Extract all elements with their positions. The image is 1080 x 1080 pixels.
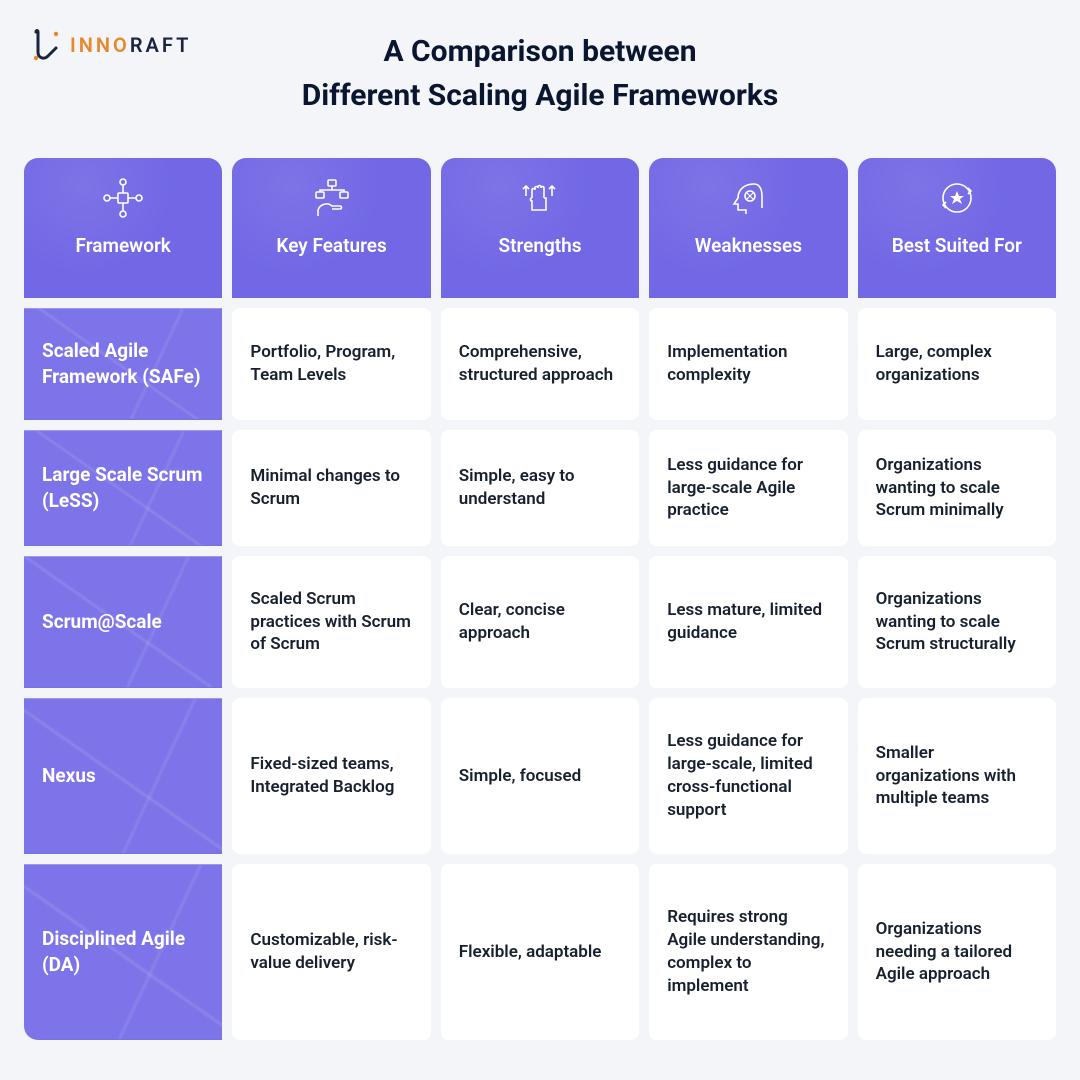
cell-less-strengths: Simple, easy to understand — [441, 430, 639, 546]
column-header-weaknesses: Weaknesses — [649, 158, 847, 298]
column-label: Key Features — [268, 234, 394, 257]
logo-mark-icon — [30, 28, 62, 62]
cell-da-bestfor: Organizations needing a tailored Agile a… — [858, 864, 1056, 1040]
column-header-key-features: Key Features — [232, 158, 430, 298]
cell-sas-bestfor: Organizations wanting to scale Scrum str… — [858, 556, 1056, 688]
cell-sas-features: Scaled Scrum practices with Scrum of Scr… — [232, 556, 430, 688]
column-label: Strengths — [490, 234, 589, 257]
cell-sas-weaknesses: Less mature, limited guidance — [649, 556, 847, 688]
column-header-best-for: Best Suited For — [858, 158, 1056, 298]
row-header-nexus: Nexus — [24, 698, 222, 854]
brand-logo: INNORAFT — [30, 28, 191, 62]
cell-less-bestfor: Organizations wanting to scale Scrum min… — [858, 430, 1056, 546]
cell-safe-bestfor: Large, complex organizations — [858, 308, 1056, 420]
star-cycle-icon — [935, 176, 979, 220]
logo-text: INNORAFT — [70, 33, 191, 57]
row-header-scrumatscale: Scrum@Scale — [24, 556, 222, 688]
row-header-da: Disciplined Agile (DA) — [24, 864, 222, 1040]
column-label: Best Suited For — [884, 234, 1030, 257]
cell-da-strengths: Flexible, adaptable — [441, 864, 639, 1040]
row-header-less: Large Scale Scrum (LeSS) — [24, 430, 222, 546]
fist-power-icon — [518, 176, 562, 220]
hand-flow-icon — [310, 176, 354, 220]
cell-nexus-weaknesses: Less guidance for large-scale, limited c… — [649, 698, 847, 854]
comparison-table: Framework Key Features Strengths Weaknes… — [24, 158, 1056, 1040]
column-header-framework: Framework — [24, 158, 222, 298]
column-label: Framework — [68, 234, 179, 257]
cell-safe-weaknesses: Implementation complexity — [649, 308, 847, 420]
network-icon — [101, 176, 145, 220]
cell-da-features: Customizable, risk-value delivery — [232, 864, 430, 1040]
cell-less-features: Minimal changes to Scrum — [232, 430, 430, 546]
column-label: Weaknesses — [687, 234, 810, 257]
cell-sas-strengths: Clear, concise approach — [441, 556, 639, 688]
cell-safe-features: Portfolio, Program, Team Levels — [232, 308, 430, 420]
head-gear-icon — [726, 176, 770, 220]
row-header-safe: Scaled Agile Framework (SAFe) — [24, 308, 222, 420]
cell-nexus-bestfor: Smaller organizations with multiple team… — [858, 698, 1056, 854]
cell-nexus-features: Fixed-sized teams, Integrated Backlog — [232, 698, 430, 854]
cell-less-weaknesses: Less guidance for large-scale Agile prac… — [649, 430, 847, 546]
column-header-strengths: Strengths — [441, 158, 639, 298]
cell-da-weaknesses: Requires strong Agile understanding, com… — [649, 864, 847, 1040]
cell-safe-strengths: Comprehensive, structured approach — [441, 308, 639, 420]
cell-nexus-strengths: Simple, focused — [441, 698, 639, 854]
